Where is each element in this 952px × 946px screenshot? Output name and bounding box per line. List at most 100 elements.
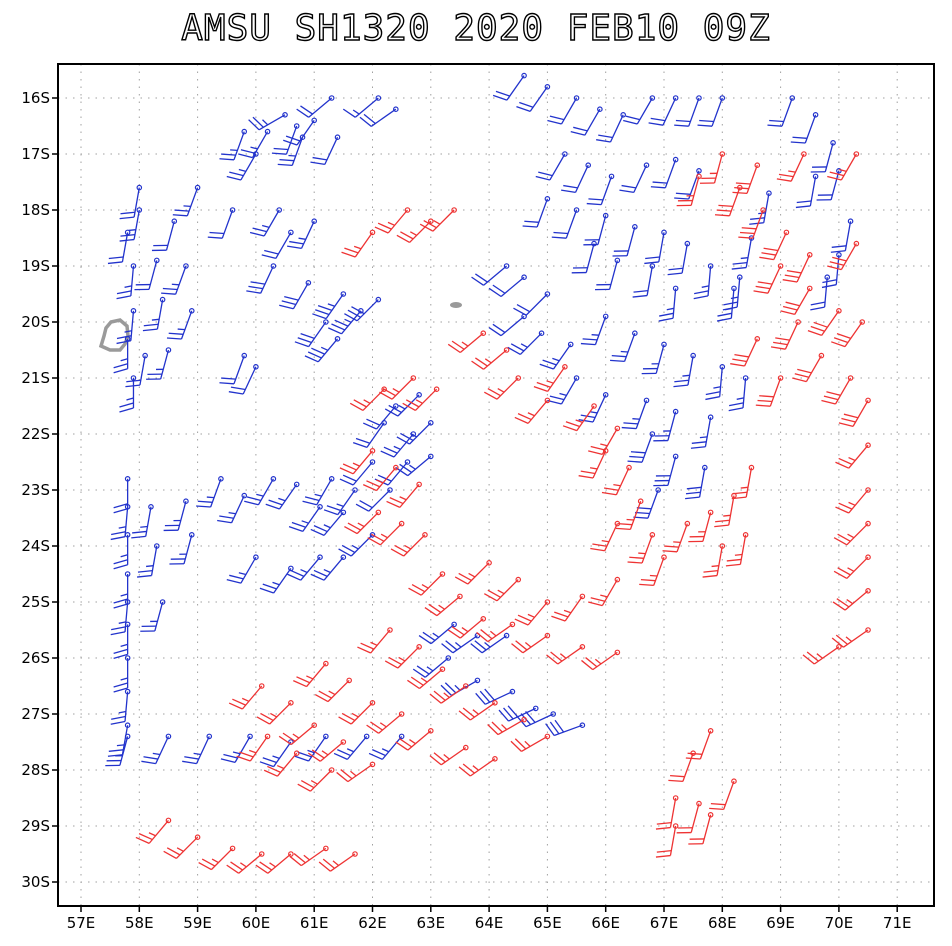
barb-feather [487,724,499,736]
barb-station [282,112,288,118]
barb-station [818,352,825,359]
barb-feather [300,333,315,339]
barb-feather [294,341,309,348]
wind-barb [238,128,271,159]
barb-station [503,263,510,269]
barb-station [486,559,492,566]
barb-feather [585,657,598,668]
barb-half-feather [240,862,247,868]
barb-feather [492,94,508,101]
barb-station [538,330,545,337]
x-tick-label: 64E [475,914,504,932]
wind-barb [705,363,726,401]
barb-feather [418,634,432,645]
wind-barb [125,352,148,388]
barb-feather [503,707,514,720]
barb-feather [627,460,643,463]
x-tick-label: 61E [300,914,329,932]
barb-feather [447,629,461,639]
barb-feather [339,478,354,486]
barb-feather [662,550,678,553]
wind-barb [476,621,516,643]
barb-feather [322,858,335,869]
barb-half-feather [232,751,241,755]
barb-feather [554,719,565,733]
barb-station [445,655,452,661]
barb-feather [715,519,730,523]
barb-station [602,391,609,398]
wind-barb [172,184,201,217]
barb-feather [120,211,136,215]
wind-barb [590,520,621,552]
barb-station [573,95,580,101]
barb-station [696,173,702,180]
wind-barb [424,593,463,617]
barb-station [153,257,160,264]
barb-half-feather [426,666,434,672]
barb-half-feather [336,503,344,507]
barb-half-feather [118,526,127,529]
wind-barb [547,95,580,125]
barb-feather [769,119,784,123]
barb-half-feather [292,733,300,739]
barb-feather [507,346,521,355]
barb-feather [230,386,246,391]
barb-half-feather [120,643,128,648]
wind-barb [287,218,318,250]
barb-half-feather [848,501,856,506]
barb-feather [621,184,637,189]
barb-feather [116,290,132,295]
barb-feather [755,285,771,290]
barb-half-feather [151,318,160,321]
barb-feather [580,414,596,419]
barb-feather [297,337,312,344]
barb-half-feather [230,149,238,152]
barb-half-feather [443,753,450,760]
barb-station [719,363,726,370]
barb-station [672,95,679,101]
barb-station [299,134,306,141]
barb-feather [699,119,714,123]
barb-feather [714,524,729,528]
barb-station [696,95,702,101]
barb-station [323,733,329,740]
wind-barb [163,498,189,532]
barb-feather [113,559,128,565]
barb-feather [519,101,534,108]
wind-barb [835,442,871,469]
wind-barb [226,554,259,584]
barb-station [602,212,609,219]
y-tick-label: 17S [21,145,50,163]
wind-barb [169,531,195,565]
wind-barb [714,492,737,528]
wind-barb [583,212,609,246]
barb-feather [639,583,654,587]
wind-barb [151,218,178,252]
x-tick-label: 70E [825,914,854,932]
barb-station [649,95,656,101]
wind-barb [725,531,749,567]
barb-station [614,576,621,583]
barb-feather [775,337,790,341]
barb-station [766,190,772,197]
barb-station [865,397,871,404]
barb-feather [262,757,277,764]
barb-feather [685,757,701,760]
barb-feather [549,115,565,121]
barb-station [130,375,137,381]
barb-feather [709,807,724,811]
barb-feather [289,240,304,245]
barb-half-feather [730,296,739,300]
barb-station [783,229,790,236]
wind-barb [339,459,376,486]
barb-feather [635,511,650,515]
wind-barb [619,162,650,194]
barb-feather [749,222,764,225]
barb-station [573,207,580,213]
barb-feather [352,442,368,448]
barb-half-feather [524,740,531,747]
barb-feather [590,597,606,602]
barb-feather [830,250,846,253]
barb-feather [773,341,788,346]
barb-feather [573,126,588,132]
